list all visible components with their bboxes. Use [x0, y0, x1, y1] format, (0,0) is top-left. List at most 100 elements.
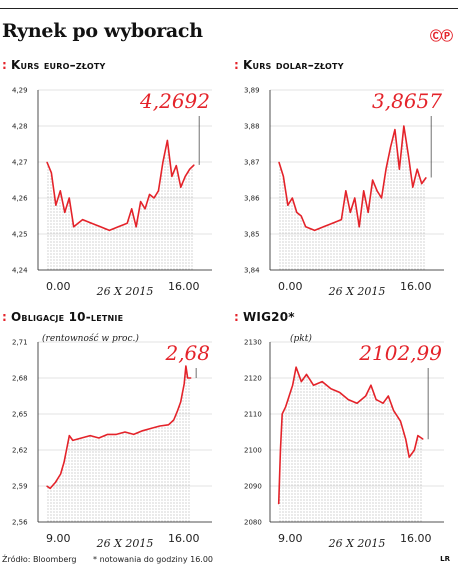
y-tick-label: 2130 [244, 339, 262, 347]
series-line [46, 139, 195, 232]
data-point [425, 177, 427, 178]
data-point [142, 430, 143, 432]
footer: Źródło: Bloomberg * notowania do godziny… [2, 555, 227, 564]
y-tick-label: 2,62 [12, 447, 28, 455]
data-point [81, 437, 82, 439]
y-tick-label: 2080 [244, 519, 262, 527]
y-tick-label: 3,88 [244, 123, 260, 131]
chart-svg: 2,56 2,59 2,62 2,65 2,68 2,71 2,68 (rentowność … [12, 333, 212, 550]
data-point [187, 377, 189, 379]
data-point [405, 438, 407, 440]
data-point [190, 377, 192, 379]
data-point [394, 129, 396, 130]
data-point [100, 226, 101, 228]
chart-panel-eurpln: : Kurs euro–złoty 4,24 4,25 4,26 4,27 4,28 4,2… [2, 58, 222, 308]
chart-subtitle: (rentowność w proc.) [42, 333, 139, 344]
data-point [133, 434, 135, 435]
data-point [166, 140, 168, 141]
y-tick-label: 2090 [244, 483, 262, 491]
y-tick-label: 2100 [244, 447, 262, 455]
data-point [108, 230, 110, 231]
data-point [393, 410, 394, 411]
data-point [72, 440, 74, 441]
data-point [46, 161, 48, 163]
data-point [91, 222, 92, 224]
y-tick-label: 2,65 [12, 411, 28, 419]
data-point [115, 434, 117, 435]
data-point [64, 212, 66, 213]
data-point [159, 425, 161, 427]
data-point [354, 197, 356, 199]
data-point [416, 168, 418, 170]
date-label: 26 X 2015 [328, 285, 386, 298]
data-point [356, 402, 358, 404]
data-point [98, 437, 100, 439]
y-tick-label: 3,86 [244, 195, 260, 203]
data-point [381, 197, 382, 199]
data-point [149, 194, 150, 195]
data-point [387, 395, 389, 397]
data-point [180, 401, 182, 403]
title-marker: : [234, 310, 239, 324]
data-point [55, 204, 57, 206]
data-point [349, 212, 351, 213]
data-point [367, 212, 369, 213]
y-tick-label: 3,89 [244, 87, 260, 95]
data-point [370, 384, 372, 386]
y-tick-label: 4,27 [12, 159, 28, 167]
date-label: 26 X 2015 [96, 285, 154, 298]
data-point [291, 197, 293, 199]
data-point [403, 125, 405, 127]
y-tick-label: 2,68 [12, 375, 28, 383]
title-marker: : [2, 310, 7, 324]
data-point [321, 381, 323, 382]
data-point [305, 226, 307, 228]
data-point [372, 179, 374, 181]
data-point [49, 488, 51, 489]
chart-svg: 2080 2090 2100 2110 2120 2130 2102,99 (pkt) 9.00… [244, 333, 444, 550]
data-point [296, 212, 298, 213]
data-point [313, 384, 314, 386]
data-point [417, 435, 419, 436]
last-value-label: 4,2692 [139, 89, 210, 113]
data-point [292, 384, 294, 386]
data-point [158, 190, 159, 192]
chart-subtitle: (pkt) [290, 333, 312, 344]
chart-title-text: Kurs dolar–złoty [243, 58, 344, 72]
x-tick-label: 16.00 [168, 280, 200, 293]
data-point [422, 438, 424, 440]
data-point [282, 176, 284, 177]
data-point [131, 208, 133, 210]
area-fill [46, 366, 192, 522]
data-point [183, 383, 185, 385]
y-tick-label: 2,59 [12, 483, 28, 491]
data-point [365, 395, 367, 397]
data-point [184, 176, 186, 177]
data-point [332, 222, 333, 224]
data-point [382, 402, 384, 404]
y-tick-label: 2110 [244, 411, 262, 419]
data-point [285, 406, 287, 408]
data-point [176, 411, 178, 412]
x-tick-label: 16.00 [400, 532, 432, 545]
series-line [278, 125, 427, 232]
data-point [295, 366, 297, 368]
data-point [400, 420, 401, 422]
data-point [117, 226, 119, 228]
data-point [55, 482, 56, 483]
data-point [173, 419, 175, 421]
data-point [314, 230, 316, 231]
data-point [421, 183, 423, 184]
data-point [412, 186, 414, 188]
data-point [68, 435, 70, 436]
chart-title: : Kurs euro–złoty [2, 58, 106, 72]
chart-panel-wig20: : WIG20* 2080 2090 2100 2110 2120 2130 2102,99 (… [234, 310, 454, 560]
last-value-label: 2102,99 [358, 341, 442, 365]
data-point [189, 168, 191, 170]
data-point [339, 392, 340, 393]
last-value-label: 2,68 [164, 341, 210, 365]
x-tick-label: 0.00 [46, 280, 71, 293]
chart-title-text: Kurs euro–złoty [11, 58, 106, 72]
data-point [124, 431, 126, 433]
area-fill [46, 140, 195, 270]
